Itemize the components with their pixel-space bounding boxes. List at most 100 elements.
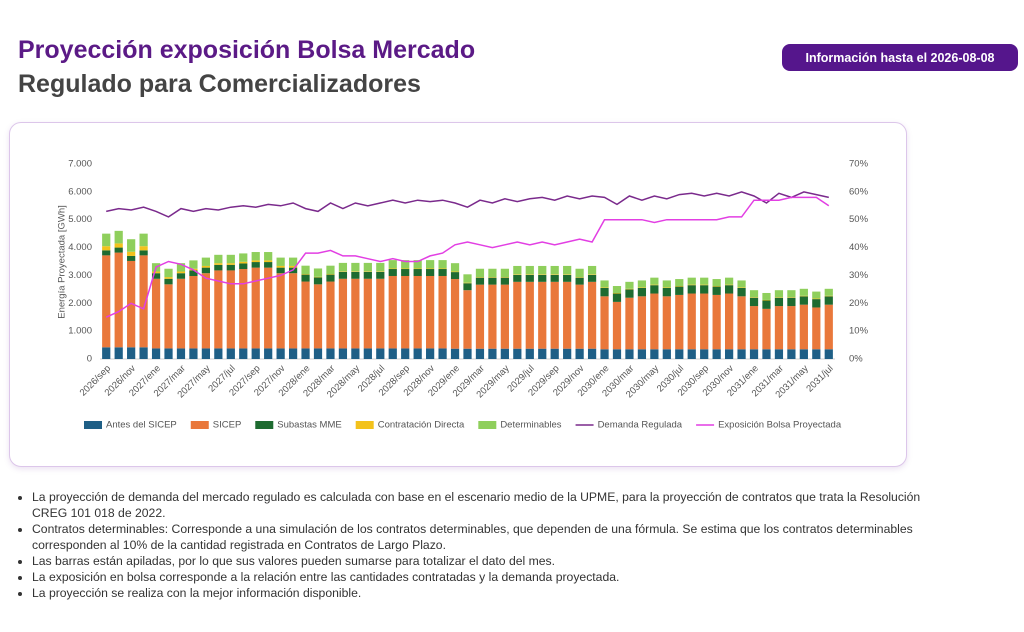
y2-tick-label: 40% <box>849 242 869 253</box>
bar-segment <box>612 293 622 302</box>
bar-segment <box>774 297 784 298</box>
bar-segment <box>475 284 485 349</box>
bar-segment <box>650 293 659 350</box>
bar-segment <box>239 261 248 264</box>
bar-segment <box>189 348 198 359</box>
bar-segment <box>176 271 186 274</box>
bar-segment <box>812 307 821 350</box>
notes: La proyección de demanda del mercado reg… <box>14 489 932 601</box>
legend-item: Determinables <box>478 420 562 431</box>
bar-segment <box>575 268 584 278</box>
legend-item: Antes del SICEP <box>84 420 177 431</box>
bar-segment <box>413 275 422 349</box>
bar-segment <box>637 287 647 297</box>
bar-segment <box>288 265 298 268</box>
bar-segment <box>625 281 634 289</box>
bar-segment <box>426 260 435 269</box>
bar-segment <box>201 273 211 349</box>
bar-segment <box>401 268 410 270</box>
bar-segment <box>102 250 111 256</box>
bar-segment <box>824 295 833 297</box>
bar-segment <box>587 274 597 275</box>
bar-segment <box>151 278 161 349</box>
legend-item: Contratación Directa <box>355 420 465 431</box>
y-tick-label: 0 <box>87 354 92 365</box>
bar-segment <box>475 277 485 285</box>
bar-segment <box>450 348 460 359</box>
bar-segment <box>413 268 422 270</box>
bar-segment <box>525 274 534 275</box>
y2-tick-label: 0% <box>849 354 863 365</box>
bar-segment <box>675 294 684 350</box>
bar-segment <box>625 289 634 298</box>
bar-segment <box>313 268 323 277</box>
bar-segment <box>625 349 634 359</box>
bar-segment <box>488 268 497 278</box>
legend-swatch <box>84 421 102 429</box>
bar-segment <box>712 286 721 287</box>
bar-segment <box>650 285 659 294</box>
y-tick-label: 5.000 <box>68 214 92 225</box>
bar-segment <box>388 269 397 276</box>
bar-segment <box>114 347 123 359</box>
bar-segment <box>313 284 323 349</box>
bar-segment <box>488 277 497 278</box>
bar-segment <box>214 270 223 349</box>
bar-segment <box>687 277 696 285</box>
y2-tick-label: 60% <box>849 186 869 197</box>
bar-segment <box>338 348 348 359</box>
bar-segment <box>164 278 173 285</box>
bar-segment <box>139 347 148 359</box>
bar-segment <box>201 348 211 359</box>
bar-segment <box>413 348 422 359</box>
bar-segment <box>276 257 285 266</box>
bar-segment <box>525 265 534 275</box>
legend-swatch <box>190 421 209 429</box>
bar-segment <box>749 290 759 298</box>
bar-segment <box>426 275 435 349</box>
bar-segment <box>450 272 460 280</box>
bar-segment <box>700 284 709 286</box>
bar-segment <box>151 273 161 279</box>
bar-segment <box>376 271 385 279</box>
bar-segment <box>538 348 547 359</box>
bar-segment <box>650 349 659 359</box>
bar-segment <box>749 349 759 359</box>
y-tick-label: 6.000 <box>68 186 92 197</box>
bar-segment <box>264 262 273 268</box>
bar-segment <box>812 298 821 300</box>
bar-segment <box>151 271 161 274</box>
y2-tick-label: 20% <box>849 298 869 309</box>
bar-segment <box>824 349 833 359</box>
bar-segment <box>563 281 572 349</box>
bar-segment <box>301 274 310 275</box>
line-series <box>106 191 829 218</box>
bar-segment <box>463 274 472 283</box>
bar-segment <box>737 280 746 288</box>
bar-segment <box>450 271 460 273</box>
bar-segment <box>724 285 734 294</box>
bar-segment <box>762 299 771 301</box>
bar-segment <box>151 348 161 359</box>
bar-segment <box>724 277 734 285</box>
bar-segment <box>563 274 572 282</box>
bar-segment <box>326 281 335 349</box>
bar-segment <box>787 306 796 350</box>
bar-segment <box>575 277 584 278</box>
bar-segment <box>363 271 372 272</box>
bar-segment <box>787 297 796 307</box>
legend-label: SICEP <box>213 420 242 431</box>
bar-segment <box>463 290 472 349</box>
bar-segment <box>550 274 559 282</box>
bar-segment <box>351 271 360 279</box>
bar-segment <box>164 277 173 279</box>
note: La proyección de demanda del mercado reg… <box>32 489 932 521</box>
bar-segment <box>724 349 734 359</box>
bar-segment <box>413 269 422 276</box>
bar-segment <box>326 274 335 282</box>
bar-segment <box>500 284 509 349</box>
bar-segment <box>226 254 235 264</box>
bar-segment <box>762 292 771 300</box>
legend-swatch <box>255 421 274 429</box>
bar-segment <box>338 271 348 272</box>
